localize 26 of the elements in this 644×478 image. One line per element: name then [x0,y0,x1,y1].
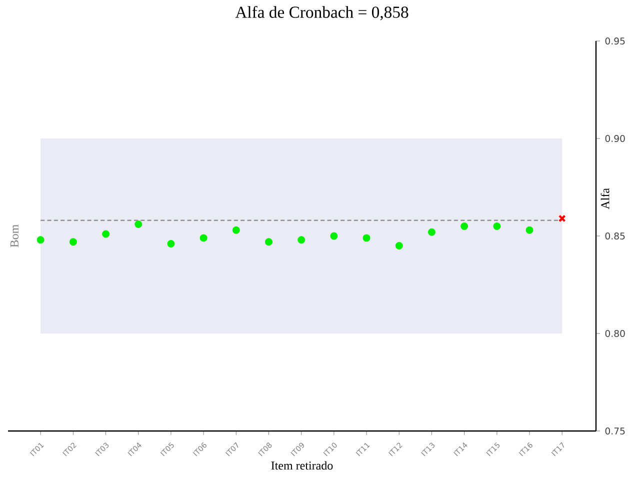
chart-title: Alfa de Cronbach = 0,858 [235,6,408,20]
point [134,220,142,228]
point [298,236,306,244]
point [232,226,240,234]
point [102,230,110,238]
point [460,222,468,230]
x-axis-title: Item retirado [271,461,333,470]
band-label: Bom [10,224,19,248]
point [330,232,338,240]
y-tick-label: 0.75 [605,427,625,435]
point [167,240,175,248]
point [526,226,534,234]
point [69,238,77,246]
y-tick-label: 0.90 [605,134,625,142]
point [265,238,272,246]
point [493,222,501,230]
y-tick-label: 0.85 [605,232,625,240]
point [558,214,566,222]
point [428,228,436,236]
y-tick-label: 0.95 [605,37,625,45]
y-tick-label: 0.80 [605,330,625,338]
y-axis-title: Alfa [600,188,610,210]
point [200,234,208,242]
point [36,236,44,244]
point [395,242,403,250]
point [362,234,370,242]
